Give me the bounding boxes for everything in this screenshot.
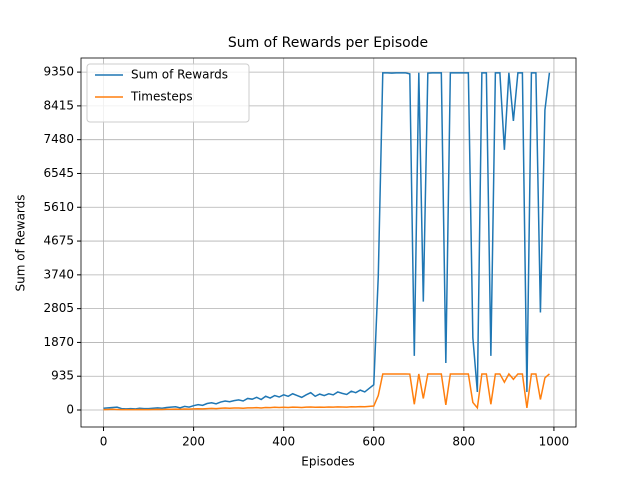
- chart-title: Sum of Rewards per Episode: [228, 35, 428, 51]
- legend: Sum of Rewards Timesteps: [86, 63, 250, 123]
- y-tick-label: 0: [66, 403, 74, 417]
- legend-label: Timesteps: [130, 90, 193, 104]
- y-tick-label: 7480: [43, 132, 74, 146]
- x-tick-label: 600: [362, 435, 385, 449]
- legend-label: Sum of Rewards: [131, 68, 228, 82]
- x-tick-label: 400: [272, 435, 295, 449]
- x-axis-label: Episodes: [301, 455, 354, 469]
- plot-frame: [80, 57, 577, 428]
- x-tick-label: 800: [452, 435, 475, 449]
- y-axis-label: Sum of Rewards: [14, 194, 28, 291]
- series-line: [103, 72, 551, 410]
- series-line: [103, 372, 550, 411]
- x-tick-label: 0: [100, 435, 108, 449]
- y-tick-label: 4675: [43, 234, 74, 248]
- legend-box: [86, 63, 250, 123]
- y-tick-label: 2805: [43, 301, 74, 315]
- x-tick-label: 1000: [539, 435, 570, 449]
- y-tick-label: 1870: [43, 335, 74, 349]
- x-tick-label: 200: [182, 435, 205, 449]
- y-tick-label: 6545: [43, 166, 74, 180]
- y-tick-label: 3740: [43, 267, 74, 281]
- y-tick-label: 935: [51, 369, 74, 383]
- y-tick-label: 5610: [43, 200, 74, 214]
- y-tick-label: 8415: [43, 98, 74, 112]
- y-tick-label: 9350: [43, 65, 74, 79]
